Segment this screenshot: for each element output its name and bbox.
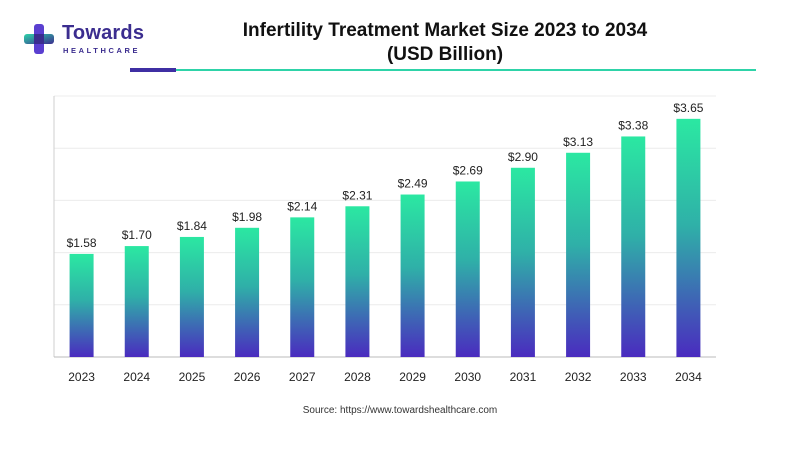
bar-2034 xyxy=(676,118,701,358)
x-tick-label-2026: 2026 xyxy=(234,370,261,384)
x-tick-label-2030: 2030 xyxy=(454,370,481,384)
header-rule xyxy=(176,69,756,71)
bar-2031 xyxy=(510,167,535,357)
x-tick-label-2031: 2031 xyxy=(510,370,537,384)
chart-subtitle: (USD Billion) xyxy=(386,44,504,65)
data-label-2030: $2.69 xyxy=(453,163,483,177)
x-tick-label-2033: 2033 xyxy=(620,370,647,384)
data-label-2034: $3.65 xyxy=(673,101,703,115)
bar-2023 xyxy=(69,253,94,357)
x-tick-label-2029: 2029 xyxy=(399,370,426,384)
data-label-2029: $2.49 xyxy=(398,177,428,191)
chart-gridlines xyxy=(54,95,716,306)
data-label-2025: $1.84 xyxy=(177,219,207,233)
bar-2032 xyxy=(566,152,591,357)
x-tick-label-2032: 2032 xyxy=(565,370,592,384)
data-label-2024: $1.70 xyxy=(122,228,152,242)
chart-title: Infertility Treatment Market Size 2023 t… xyxy=(242,20,648,41)
chart-title-block: Infertility Treatment Market Size 2023 t… xyxy=(195,19,695,67)
bar-2024 xyxy=(124,246,149,357)
brand-subtitle: HEALTHCARE xyxy=(63,46,141,55)
data-label-2033: $3.38 xyxy=(618,118,648,132)
plus-cross-icon xyxy=(24,24,54,54)
x-tick-label-2024: 2024 xyxy=(123,370,150,384)
bar-2029 xyxy=(400,194,425,357)
header-rule-accent xyxy=(130,68,176,72)
brand-logo: Towards HEALTHCARE xyxy=(22,20,172,60)
data-label-2031: $2.90 xyxy=(508,150,538,164)
bar-2030 xyxy=(455,181,480,357)
x-tick-label-2028: 2028 xyxy=(344,370,371,384)
bar-2026 xyxy=(235,227,260,357)
source-note: Source: https://www.towardshealthcare.co… xyxy=(302,405,498,416)
bar-2033 xyxy=(621,136,646,357)
x-tick-label-2027: 2027 xyxy=(289,370,316,384)
x-tick-label-2025: 2025 xyxy=(179,370,206,384)
x-tick-label-2023: 2023 xyxy=(68,370,95,384)
bar-2025 xyxy=(179,236,204,357)
data-label-2026: $1.98 xyxy=(232,210,262,224)
data-label-2027: $2.14 xyxy=(287,199,317,213)
data-label-2023: $1.58 xyxy=(67,236,97,250)
bar-2027 xyxy=(290,217,315,357)
x-tick-label-2034: 2034 xyxy=(675,370,702,384)
data-label-2028: $2.31 xyxy=(342,188,372,202)
brand-name: Towards xyxy=(62,22,145,44)
data-label-2032: $3.13 xyxy=(563,135,593,149)
bar-2028 xyxy=(345,206,370,357)
chart-bars: $1.58 2023 $1.70 2024 $1.84 2025 $1.98 2026 $2.1… xyxy=(67,101,704,384)
